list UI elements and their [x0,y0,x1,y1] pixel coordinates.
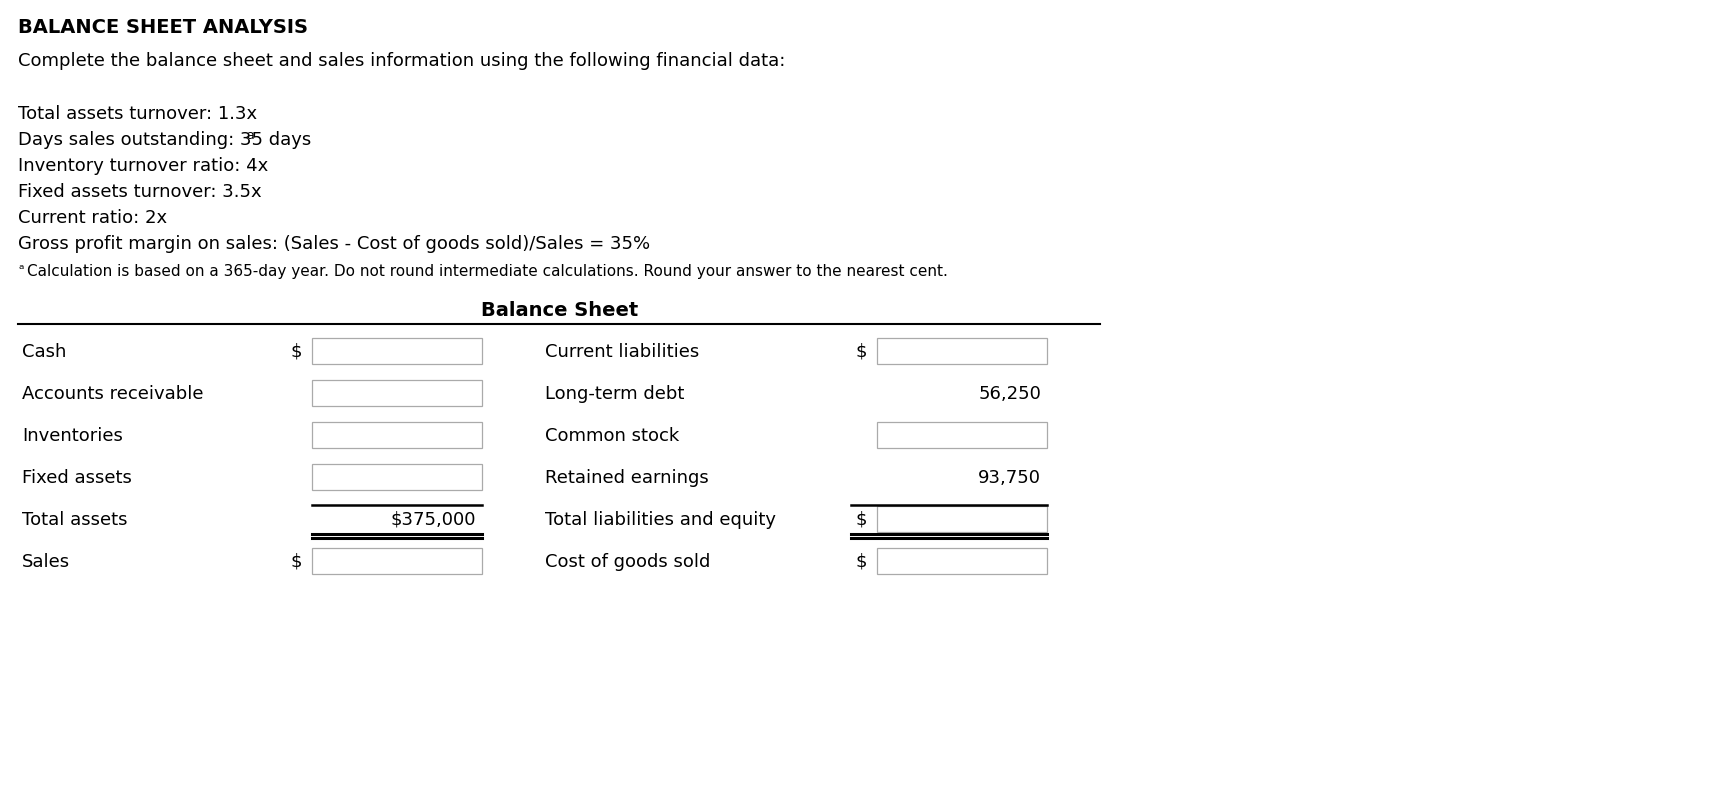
Text: Calculation is based on a 365-day year. Do not round intermediate calculations. : Calculation is based on a 365-day year. … [27,263,947,279]
Text: 93,750: 93,750 [978,468,1041,487]
Bar [311,464,482,491]
Text: Current liabilities: Current liabilities [545,343,699,361]
Text: Fixed assets: Fixed assets [22,468,132,487]
Text: $: $ [855,552,867,570]
Text: $: $ [855,511,867,528]
Bar [877,507,1047,532]
Text: Balance Sheet: Balance Sheet [482,300,638,320]
Text: ᵃ: ᵃ [19,263,24,277]
Text: Cost of goods sold: Cost of goods sold [545,552,710,570]
Text: Inventories: Inventories [22,426,123,444]
Text: a: a [246,128,253,142]
Text: Gross profit margin on sales: (Sales - Cost of goods sold)/Sales = 35%: Gross profit margin on sales: (Sales - C… [19,234,650,253]
Text: Long-term debt: Long-term debt [545,385,684,402]
Text: $: $ [855,343,867,361]
Text: 56,250: 56,250 [978,385,1041,402]
Text: Cash: Cash [22,343,67,361]
Text: Accounts receivable: Accounts receivable [22,385,203,402]
Text: Common stock: Common stock [545,426,679,444]
Text: Fixed assets turnover: 3.5x: Fixed assets turnover: 3.5x [19,183,262,201]
Text: Days sales outstanding: 35 days: Days sales outstanding: 35 days [19,131,311,149]
Text: Inventory turnover ratio: 4x: Inventory turnover ratio: 4x [19,157,268,175]
Text: $: $ [291,552,301,570]
Text: Total assets turnover: 1.3x: Total assets turnover: 1.3x [19,105,256,123]
Text: $: $ [291,343,301,361]
Bar [877,339,1047,365]
Bar [311,381,482,406]
Bar [311,548,482,574]
Bar [311,422,482,448]
Text: Complete the balance sheet and sales information using the following financial d: Complete the balance sheet and sales inf… [19,52,785,70]
Text: Sales: Sales [22,552,70,570]
Text: Total assets: Total assets [22,511,128,528]
Bar [877,422,1047,448]
Text: Total liabilities and equity: Total liabilities and equity [545,511,776,528]
Text: $375,000: $375,000 [390,511,475,528]
Text: Current ratio: 2x: Current ratio: 2x [19,209,168,226]
Text: BALANCE SHEET ANALYSIS: BALANCE SHEET ANALYSIS [19,18,308,37]
Text: Retained earnings: Retained earnings [545,468,708,487]
Bar [877,548,1047,574]
Bar [311,339,482,365]
